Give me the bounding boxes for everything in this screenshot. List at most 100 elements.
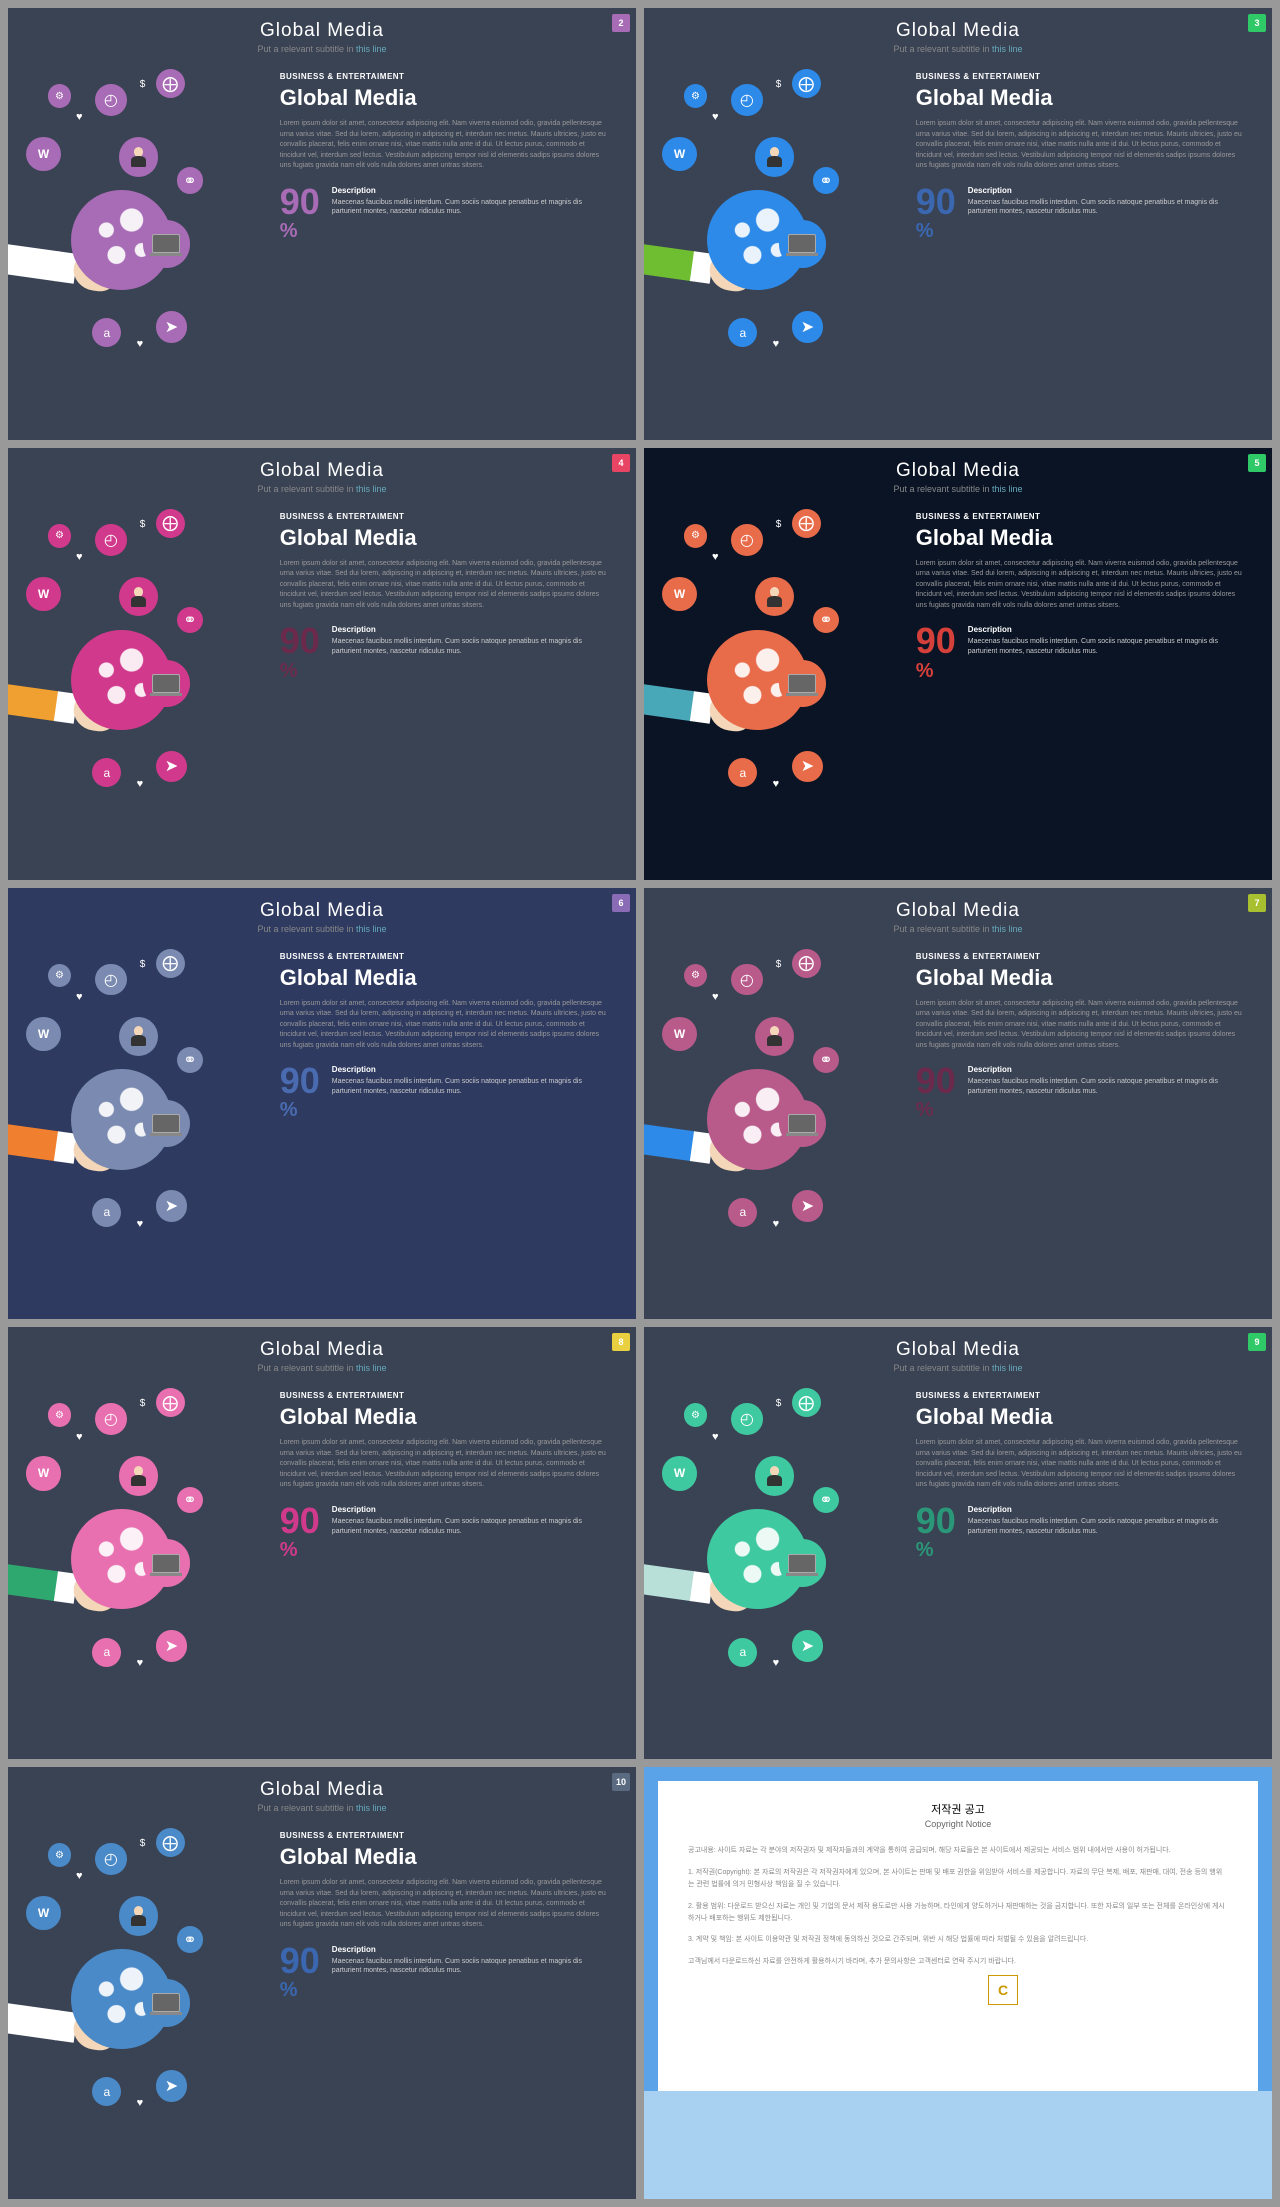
description-text: Maecenas faucibus mollis interdum. Cum s…	[968, 1077, 1248, 1097]
dollar-icon: $	[135, 1396, 151, 1412]
header-subtitle: Put a relevant subtitle in this line	[644, 924, 1272, 934]
a-icon: a	[92, 1638, 121, 1667]
description-label: Description	[968, 186, 1248, 195]
slide-number-badge: 3	[1248, 14, 1266, 32]
stat-number: 90	[916, 186, 956, 218]
gear-icon: ⚙	[684, 84, 708, 108]
header-title: Global Media	[644, 1339, 1272, 1361]
heart-icon: ♥	[705, 1426, 726, 1447]
globe-visual: ⚙ ♥ ◴ $ ⨁ W ⚭ a ♥ ➤	[8, 54, 272, 432]
main-title: Global Media	[280, 525, 612, 551]
globe-visual: ⚙ ♥ ◴ $ ⨁ W ⚭ a ♥ ➤	[8, 1373, 272, 1751]
body-text: Lorem ipsum dolor sit amet, consectetur …	[916, 119, 1248, 172]
category-label: BUSINESS & ENTERTAIMENT	[280, 72, 612, 81]
clock-icon: ◴	[95, 964, 127, 996]
header-title: Global Media	[8, 1779, 636, 1801]
stat-number: 90	[280, 625, 320, 657]
header-title: Global Media	[8, 20, 636, 42]
chain-icon: ⚭	[177, 1487, 203, 1513]
compass-icon: ⨁	[156, 1388, 185, 1417]
header-subtitle: Put a relevant subtitle in this line	[644, 1363, 1272, 1373]
plane-icon: ➤	[156, 1630, 188, 1662]
description-text: Maecenas faucibus mollis interdum. Cum s…	[332, 198, 612, 218]
laptop-icon	[779, 1100, 826, 1147]
compass-icon: ⨁	[156, 1828, 185, 1857]
slide-7: 7 Global Media Put a relevant subtitle i…	[644, 888, 1272, 1320]
slide-9: 9 Global Media Put a relevant subtitle i…	[644, 1327, 1272, 1759]
dollar-icon: $	[135, 956, 151, 972]
dollar-icon: $	[771, 1396, 787, 1412]
clock-icon: ◴	[731, 964, 763, 996]
heart-icon-2: ♥	[765, 773, 786, 794]
description-text: Maecenas faucibus mollis interdum. Cum s…	[332, 1957, 612, 1977]
compass-icon: ⨁	[792, 509, 821, 538]
description-text: Maecenas faucibus mollis interdum. Cum s…	[968, 637, 1248, 657]
body-text: Lorem ipsum dolor sit amet, consectetur …	[280, 119, 612, 172]
heart-icon: ♥	[69, 1866, 90, 1887]
heart-icon-2: ♥	[765, 334, 786, 355]
description-text: Maecenas faucibus mollis interdum. Cum s…	[968, 1517, 1248, 1537]
main-title: Global Media	[916, 1404, 1248, 1430]
plane-icon: ➤	[156, 2070, 188, 2102]
body-text: Lorem ipsum dolor sit amet, consectetur …	[916, 559, 1248, 612]
stat-number: 90	[916, 1065, 956, 1097]
globe-visual: ⚙ ♥ ◴ $ ⨁ W ⚭ a ♥ ➤	[644, 54, 908, 432]
w-icon: W	[26, 1896, 60, 1930]
globe-visual: ⚙ ♥ ◴ $ ⨁ W ⚭ a ♥ ➤	[8, 494, 272, 872]
main-title: Global Media	[916, 525, 1248, 551]
gear-icon: ⚙	[48, 84, 72, 108]
laptop-icon	[779, 1539, 826, 1586]
header-subtitle: Put a relevant subtitle in this line	[644, 484, 1272, 494]
heart-icon-2: ♥	[129, 773, 150, 794]
slide-number-badge: 4	[612, 454, 630, 472]
heart-icon: ♥	[69, 1426, 90, 1447]
dollar-icon: $	[771, 956, 787, 972]
w-icon: W	[662, 1017, 696, 1051]
laptop-icon	[143, 1539, 190, 1586]
description-text: Maecenas faucibus mollis interdum. Cum s…	[968, 198, 1248, 218]
plane-icon: ➤	[156, 311, 188, 343]
heart-icon: ♥	[69, 986, 90, 1007]
gear-icon: ⚙	[684, 964, 708, 988]
plane-icon: ➤	[792, 1190, 824, 1222]
body-text: Lorem ipsum dolor sit amet, consectetur …	[280, 559, 612, 612]
heart-icon-2: ♥	[765, 1213, 786, 1234]
category-label: BUSINESS & ENTERTAIMENT	[916, 952, 1248, 961]
chain-icon: ⚭	[813, 607, 839, 633]
clock-icon: ◴	[731, 84, 763, 116]
gear-icon: ⚙	[48, 524, 72, 548]
category-label: BUSINESS & ENTERTAIMENT	[280, 1831, 612, 1840]
slide-number-badge: 10	[612, 1773, 630, 1791]
avatar-icon	[755, 1456, 795, 1496]
heart-icon-2: ♥	[129, 2093, 150, 2114]
stat-percent: %	[280, 1099, 320, 1122]
gear-icon: ⚙	[48, 1403, 72, 1427]
clock-icon: ◴	[95, 1403, 127, 1435]
header-subtitle: Put a relevant subtitle in this line	[8, 1803, 636, 1813]
slide-number-badge: 9	[1248, 1333, 1266, 1351]
globe-visual: ⚙ ♥ ◴ $ ⨁ W ⚭ a ♥ ➤	[644, 1373, 908, 1751]
description-label: Description	[332, 1505, 612, 1514]
laptop-icon	[143, 660, 190, 707]
dollar-icon: $	[771, 77, 787, 93]
header-subtitle: Put a relevant subtitle in this line	[8, 924, 636, 934]
heart-icon-2: ♥	[129, 334, 150, 355]
chain-icon: ⚭	[813, 1047, 839, 1073]
heart-icon-2: ♥	[129, 1653, 150, 1674]
globe-visual: ⚙ ♥ ◴ $ ⨁ W ⚭ a ♥ ➤	[644, 934, 908, 1312]
description-text: Maecenas faucibus mollis interdum. Cum s…	[332, 1517, 612, 1537]
gear-icon: ⚙	[48, 1843, 72, 1867]
stat-number: 90	[280, 1065, 320, 1097]
heart-icon: ♥	[705, 986, 726, 1007]
slide-3: 3 Global Media Put a relevant subtitle i…	[644, 8, 1272, 440]
header-subtitle: Put a relevant subtitle in this line	[644, 44, 1272, 54]
stat-number: 90	[280, 186, 320, 218]
compass-icon: ⨁	[156, 69, 185, 98]
avatar-icon	[119, 1896, 159, 1936]
main-title: Global Media	[916, 965, 1248, 991]
chain-icon: ⚭	[177, 607, 203, 633]
description-text: Maecenas faucibus mollis interdum. Cum s…	[332, 637, 612, 657]
heart-icon-2: ♥	[129, 1213, 150, 1234]
globe-visual: ⚙ ♥ ◴ $ ⨁ W ⚭ a ♥ ➤	[8, 934, 272, 1312]
stat-number: 90	[280, 1505, 320, 1537]
